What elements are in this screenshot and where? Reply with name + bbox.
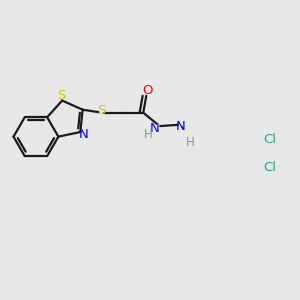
Text: H: H xyxy=(186,136,194,149)
Text: N: N xyxy=(79,128,89,141)
Text: N: N xyxy=(176,120,185,133)
Text: S: S xyxy=(57,89,65,102)
Text: N: N xyxy=(150,122,160,135)
Text: Cl: Cl xyxy=(263,161,276,174)
Text: H: H xyxy=(144,128,152,141)
Text: Cl: Cl xyxy=(263,133,276,146)
Text: S: S xyxy=(97,104,105,117)
Text: O: O xyxy=(142,84,153,97)
